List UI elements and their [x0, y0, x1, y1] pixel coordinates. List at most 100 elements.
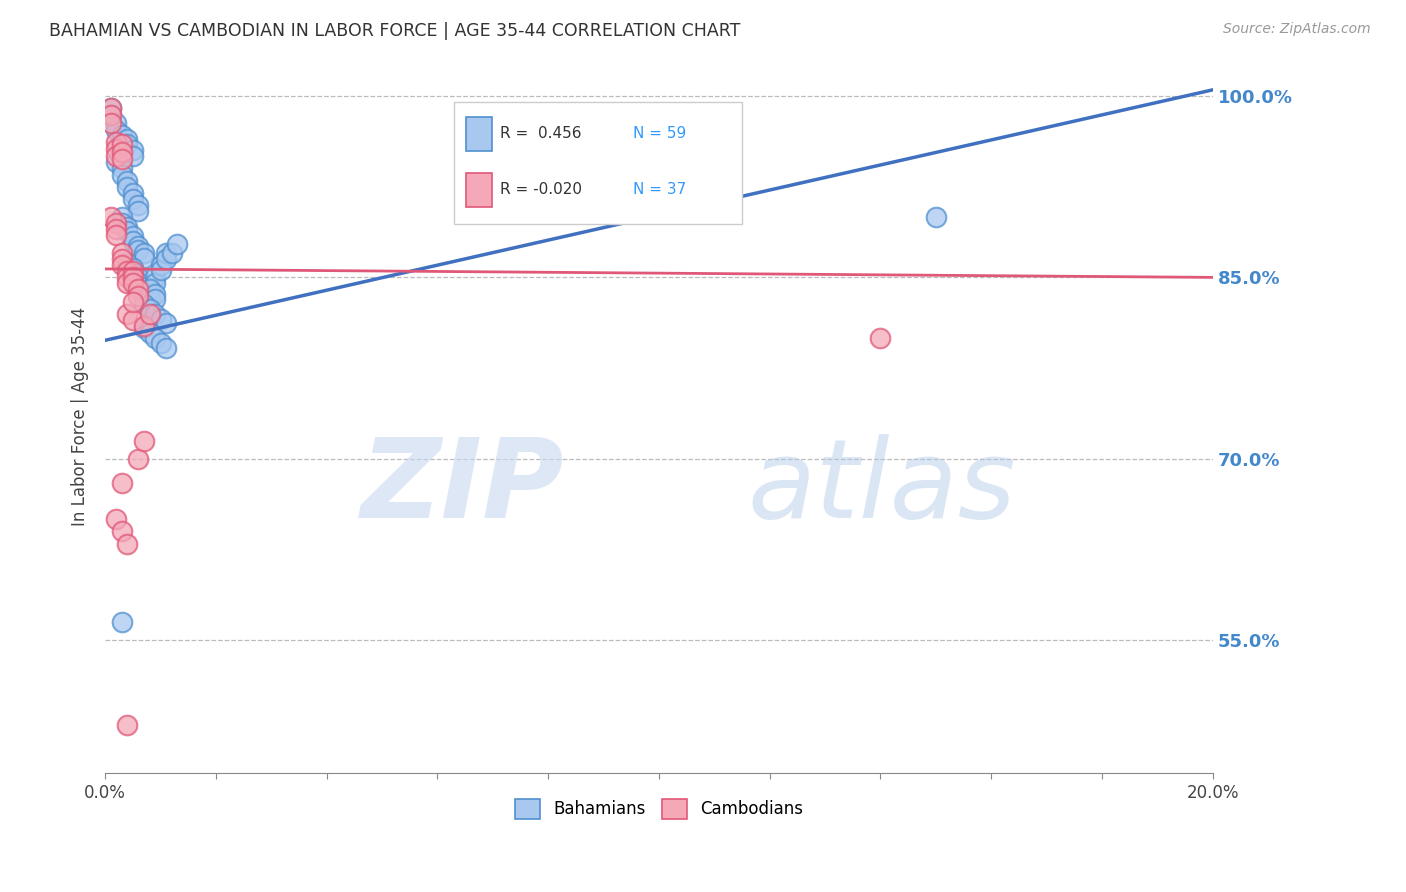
Point — [117, 536, 139, 550]
Point — [122, 270, 145, 285]
Point — [122, 144, 145, 158]
Point — [105, 155, 128, 169]
Point — [132, 285, 155, 299]
Point — [105, 115, 128, 129]
Point — [117, 718, 139, 732]
Point — [111, 615, 134, 630]
Point — [100, 108, 122, 122]
Point — [111, 145, 134, 159]
Point — [100, 210, 122, 224]
Point — [869, 331, 891, 345]
Point — [111, 258, 134, 272]
Point — [127, 270, 149, 285]
Point — [117, 307, 139, 321]
Point — [111, 476, 134, 491]
Text: BAHAMIAN VS CAMBODIAN IN LABOR FORCE | AGE 35-44 CORRELATION CHART: BAHAMIAN VS CAMBODIAN IN LABOR FORCE | A… — [49, 22, 741, 40]
Point — [143, 287, 166, 301]
Point — [155, 317, 177, 331]
Point — [117, 264, 139, 278]
Point — [132, 434, 155, 448]
Point — [105, 512, 128, 526]
Y-axis label: In Labor Force | Age 35-44: In Labor Force | Age 35-44 — [72, 307, 89, 526]
Point — [111, 524, 134, 539]
Point — [155, 341, 177, 355]
Point — [117, 179, 139, 194]
Point — [127, 288, 149, 302]
Point — [117, 137, 139, 152]
Point — [143, 270, 166, 285]
Point — [138, 283, 160, 297]
Point — [111, 168, 134, 182]
Point — [105, 149, 128, 163]
Point — [127, 239, 149, 253]
Point — [117, 224, 139, 238]
Point — [117, 132, 139, 146]
Point — [149, 263, 172, 277]
Point — [117, 256, 139, 270]
Point — [143, 331, 166, 345]
Point — [117, 173, 139, 187]
Point — [111, 128, 134, 142]
Point — [132, 321, 155, 335]
Point — [122, 277, 145, 291]
Point — [127, 283, 149, 297]
Point — [105, 222, 128, 236]
Point — [127, 203, 149, 218]
Point — [127, 198, 149, 212]
Point — [122, 260, 145, 275]
Point — [111, 252, 134, 267]
Point — [105, 216, 128, 230]
Point — [166, 236, 188, 251]
Point — [127, 451, 149, 466]
Point — [105, 227, 128, 242]
Point — [100, 108, 122, 122]
Point — [122, 229, 145, 244]
Point — [143, 277, 166, 291]
Point — [111, 161, 134, 176]
Legend: Bahamians, Cambodians: Bahamians, Cambodians — [508, 792, 810, 826]
Point — [132, 280, 155, 294]
Point — [105, 135, 128, 149]
Point — [155, 252, 177, 267]
Text: ZIP: ZIP — [361, 434, 565, 541]
Point — [111, 216, 134, 230]
Point — [122, 186, 145, 200]
Point — [160, 246, 183, 260]
Point — [149, 311, 172, 326]
Point — [100, 101, 122, 115]
Point — [122, 149, 145, 163]
Point — [122, 266, 145, 280]
Point — [111, 137, 134, 152]
Point — [925, 210, 948, 224]
Point — [117, 270, 139, 285]
Point — [117, 219, 139, 234]
Point — [143, 292, 166, 306]
Point — [105, 142, 128, 156]
Point — [111, 246, 134, 260]
Point — [132, 297, 155, 311]
Point — [100, 101, 122, 115]
Point — [138, 307, 160, 321]
Point — [122, 294, 145, 309]
Point — [149, 258, 172, 272]
Text: atlas: atlas — [748, 434, 1017, 541]
Point — [127, 243, 149, 257]
Point — [127, 275, 149, 289]
Point — [111, 210, 134, 224]
Point — [138, 301, 160, 316]
Point — [122, 192, 145, 206]
Point — [149, 335, 172, 350]
Point — [100, 115, 122, 129]
Point — [132, 251, 155, 265]
Point — [155, 246, 177, 260]
Point — [143, 307, 166, 321]
Point — [122, 312, 145, 326]
Point — [122, 264, 145, 278]
Point — [122, 234, 145, 248]
Point — [117, 277, 139, 291]
Point — [111, 152, 134, 166]
Point — [132, 246, 155, 260]
Point — [132, 318, 155, 333]
Point — [105, 122, 128, 136]
Point — [138, 290, 160, 304]
